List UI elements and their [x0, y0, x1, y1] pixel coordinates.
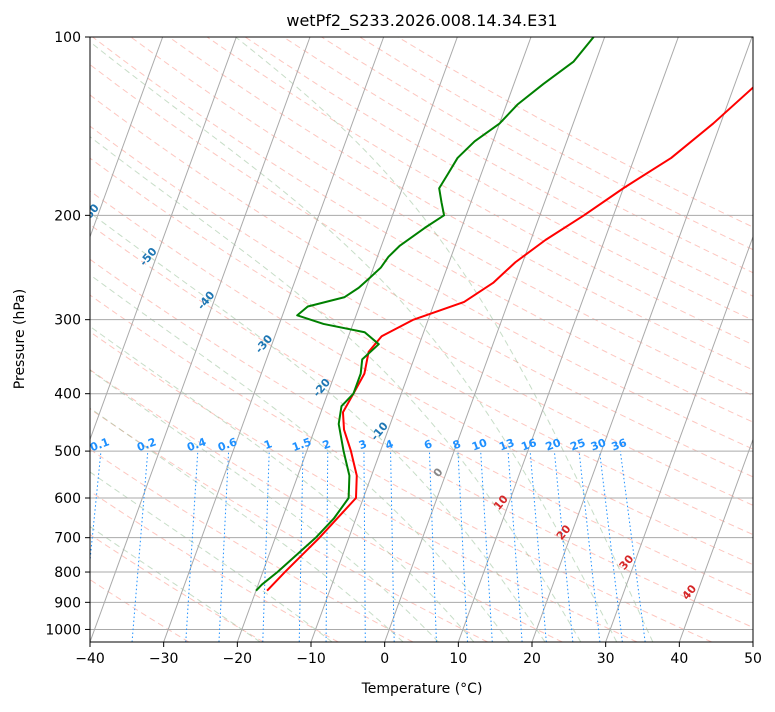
dry-adiabat-line — [90, 224, 753, 597]
x-tick-label: −10 — [296, 651, 326, 667]
dry-adiabat-line — [90, 64, 753, 450]
dry-adiabat-line — [206, 37, 753, 346]
mixing-ratio-line — [599, 451, 623, 642]
y-tick-label: 300 — [54, 313, 81, 329]
dry-adiabat-line — [244, 37, 753, 321]
x-tick-label: 50 — [744, 651, 762, 667]
dry-adiabat-line — [90, 408, 488, 642]
mixing-ratio-label: 2 — [321, 437, 333, 452]
mixing-ratio-label: 0.4 — [185, 435, 208, 454]
mixing-ratio-label: 25 — [568, 436, 587, 453]
mixing-ratio-label: 0.2 — [135, 435, 158, 454]
x-tick-label: 20 — [523, 651, 541, 667]
y-tick-label: 100 — [54, 30, 81, 46]
y-tick-label: 200 — [54, 208, 81, 224]
isotherm-line — [310, 37, 532, 642]
mixing-ratio-label: 13 — [497, 436, 516, 453]
dry-adiabat-line — [90, 258, 753, 628]
moist-adiabat-line — [90, 369, 439, 642]
x-tick-label: −20 — [223, 651, 253, 667]
moist-adiabat-line — [90, 41, 618, 642]
dry-adiabat-line — [90, 125, 753, 506]
isotherm-line — [531, 37, 753, 642]
plot-frame — [89, 36, 754, 643]
dry-adiabat-line — [90, 294, 712, 642]
mixing-ratio-label: 36 — [610, 436, 629, 454]
temperature-profile-line — [266, 86, 753, 592]
isotherm-line — [163, 37, 385, 642]
dry-adiabat-line — [90, 369, 563, 642]
mixing-ratio-label: 1.5 — [290, 435, 313, 454]
y-tick-label: 600 — [54, 491, 81, 507]
y-tick-label: 700 — [54, 531, 81, 547]
mixing-ratio-label: 8 — [451, 437, 463, 452]
mixing-ratio-label: 4 — [384, 437, 396, 452]
moist-adiabat-line — [90, 525, 261, 642]
mixing-ratio-label: 6 — [422, 437, 434, 452]
dry-adiabat-line — [90, 490, 339, 642]
isotherm-line — [457, 37, 679, 642]
isotherm-line — [678, 437, 753, 642]
chart-title: wetPf2_S233.2026.008.14.34.E31 — [286, 11, 557, 31]
x-tick-label: 30 — [597, 651, 615, 667]
dewpoint-profile-line — [255, 37, 595, 592]
mixing-ratio-line — [578, 451, 601, 642]
dry-adiabat-line — [90, 534, 264, 642]
isotherm-line — [236, 37, 458, 642]
mixing-ratio-label: 16 — [520, 436, 539, 454]
moist-adiabat-line — [90, 325, 475, 642]
y-tick-label: 1000 — [45, 622, 81, 638]
x-tick-label: −40 — [75, 651, 105, 667]
dry-adiabat-line — [90, 157, 753, 536]
mixing-ratio-label: 0.6 — [216, 435, 239, 454]
moist-adiabat-line — [235, 37, 654, 642]
moist-adiabat-line — [90, 212, 546, 642]
mixing-ratio-label: 1 — [262, 437, 274, 452]
isotherm-line — [90, 37, 164, 239]
x-tick-label: 0 — [380, 651, 389, 667]
y-tick-label: 400 — [54, 387, 81, 403]
moist-adiabat-line — [90, 407, 404, 642]
x-tick-label: 40 — [670, 651, 688, 667]
isotherm-line — [90, 37, 237, 441]
y-axis-label: Pressure (hPa) — [12, 289, 28, 389]
moist-adiabat-line — [90, 136, 582, 642]
mixing-ratio-label: 10 — [470, 436, 489, 454]
isotherm-line — [90, 37, 311, 642]
mixing-ratio-label: 30 — [589, 436, 608, 454]
y-tick-label: 800 — [54, 565, 81, 581]
isotherm-line — [605, 235, 753, 642]
x-tick-label: −30 — [149, 651, 179, 667]
mixing-ratio-line — [619, 451, 646, 642]
y-tick-label: 900 — [54, 595, 81, 611]
y-tick-label: 500 — [54, 444, 81, 460]
x-tick-label: 10 — [449, 651, 467, 667]
x-axis-label: Temperature (°C) — [361, 681, 483, 697]
isotherm-line — [384, 37, 606, 642]
moist-adiabat-line — [90, 274, 510, 642]
dry-adiabat-line — [92, 37, 753, 423]
mixing-ratio-label: 3 — [357, 437, 369, 452]
moist-adiabat-line — [90, 471, 333, 642]
mixing-ratio-label: 20 — [544, 436, 563, 454]
